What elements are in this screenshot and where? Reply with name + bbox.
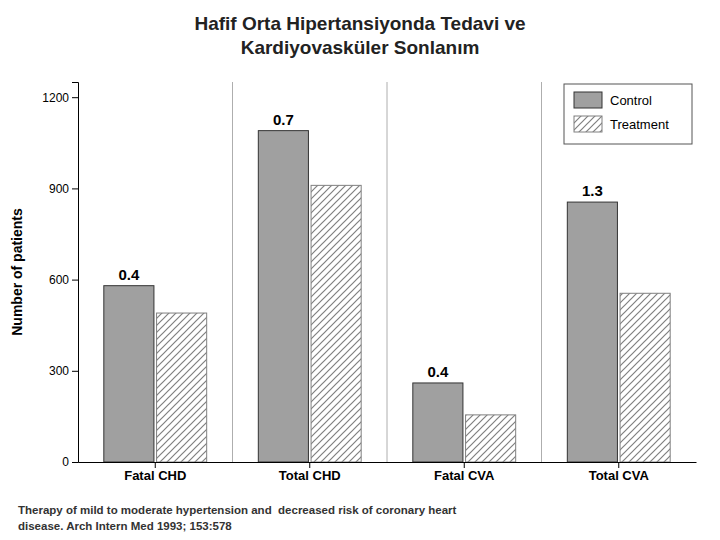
legend-frame	[564, 84, 692, 144]
y-axis-line	[72, 83, 79, 463]
legend-swatch	[574, 116, 602, 132]
y-tick: 900	[49, 182, 78, 196]
annotation: 0.4	[118, 266, 140, 283]
legend: Control Treatment	[564, 84, 692, 144]
y-tick-label: 900	[49, 182, 69, 196]
y-tick-label: 0	[62, 455, 69, 469]
group-divider	[387, 82, 388, 462]
x-axis: Fatal CHD Total CHD Fatal CVA Total CVA	[79, 462, 697, 483]
x-tick-mark	[618, 462, 619, 468]
bar	[157, 313, 207, 462]
group-divider	[232, 82, 233, 462]
y-tick-label: 1200	[42, 91, 69, 105]
x-tick: Fatal CHD	[124, 462, 186, 483]
y-tick-mark	[72, 97, 78, 98]
y-tick-mark	[72, 280, 78, 281]
bars	[104, 131, 670, 462]
annotation: 0.7	[273, 111, 294, 128]
x-tick-label: Fatal CVA	[434, 468, 495, 483]
y-tick-mark	[72, 371, 78, 372]
bar	[620, 293, 670, 462]
x-tick-mark	[309, 462, 310, 468]
bar	[413, 383, 463, 462]
x-tick-mark	[464, 462, 465, 468]
bar	[311, 185, 361, 462]
footer: Therapy of mild to moderate hypertension…	[18, 504, 457, 516]
y-tick: 1200	[42, 91, 78, 105]
chart: Hafif Orta Hipertansiyonda Tedavi ve Kard…	[0, 0, 720, 540]
legend-item: Treatment	[574, 116, 669, 132]
plot: 0 300 600 900 1200 Fatal CHD Total CHD Fatal CV…	[42, 82, 696, 483]
legend-swatch	[574, 92, 602, 108]
y-tick: 300	[49, 364, 78, 378]
y-axis: 0 300 600 900 1200	[42, 83, 78, 470]
y-tick: 0	[62, 455, 78, 469]
bar	[466, 415, 516, 462]
y-tick-mark	[72, 462, 78, 463]
x-tick-mark	[155, 462, 156, 468]
legend-item: Control	[574, 92, 652, 108]
x-axis-line	[79, 462, 697, 463]
bar	[104, 286, 154, 462]
legend-label: Control	[610, 93, 652, 108]
bar	[258, 131, 308, 462]
y-tick-label: 300	[49, 364, 69, 378]
x-tick-label: Fatal CHD	[124, 468, 186, 483]
annotations: 0.4 0.7 0.4 1.3	[118, 111, 602, 380]
footer: disease. Arch Intern Med 1993; 153:578	[18, 520, 232, 532]
annotation: 1.3	[582, 182, 603, 199]
y-axis-label: Number of patients	[9, 208, 25, 336]
x-tick: Total CHD	[279, 462, 341, 483]
x-tick: Total CVA	[589, 462, 650, 483]
title: Hafif Orta Hipertansiyonda Tedavi ve	[194, 13, 525, 34]
group-divider	[541, 82, 542, 462]
bar	[567, 202, 617, 462]
x-tick-label: Total CVA	[589, 468, 650, 483]
annotation: 0.4	[427, 363, 449, 380]
x-tick-label: Total CHD	[279, 468, 341, 483]
y-tick-mark	[72, 188, 78, 189]
y-tick: 600	[49, 273, 78, 287]
title: Kardiyovasküler Sonlanım	[241, 37, 480, 58]
y-tick-label: 600	[49, 273, 69, 287]
x-tick: Fatal CVA	[434, 462, 495, 483]
legend-label: Treatment	[610, 117, 669, 132]
